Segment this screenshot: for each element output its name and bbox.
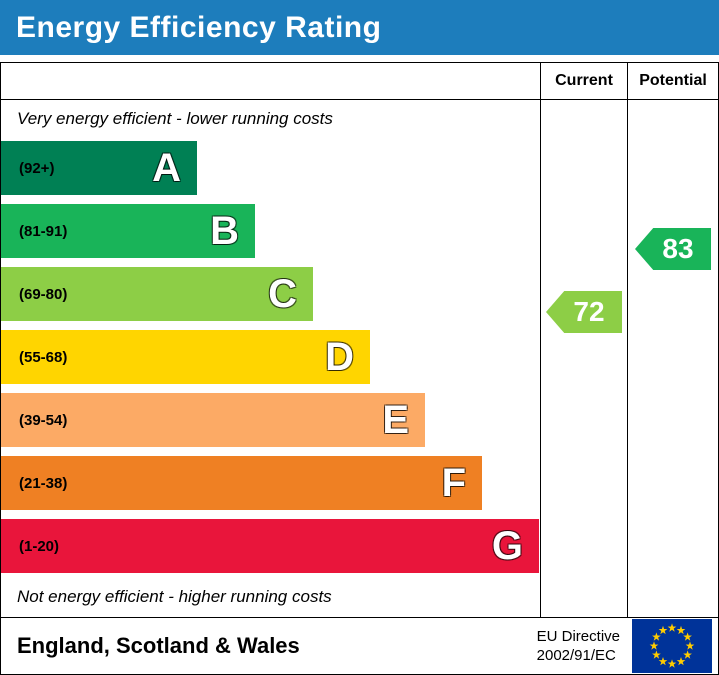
eu-flag-icon (632, 619, 712, 673)
band-row-A: (92+) A (1, 141, 197, 195)
eu-flag-star (649, 641, 659, 650)
band-letter: F (441, 461, 466, 505)
title-bar: Energy Efficiency Rating (0, 0, 719, 55)
eu-flag-star (667, 623, 677, 632)
band-letter: A (152, 146, 181, 190)
eu-directive-line1: EU Directive (536, 627, 620, 645)
eu-flag-star (658, 625, 668, 635)
band-row-D: (55-68) D (1, 330, 370, 384)
eu-flag-star (676, 656, 686, 666)
footer-bar: England, Scotland & Wales EU Directive 2… (0, 618, 719, 675)
note-not-efficient: Not energy efficient - higher running co… (17, 587, 332, 606)
band-letter: C (268, 272, 297, 316)
band-range: (81-91) (19, 222, 68, 240)
energy-rating-chart: Current Potential Very energy efficient … (0, 62, 719, 618)
band-range: (21-38) (19, 474, 68, 492)
band-row-G: (1-20) G (1, 519, 539, 573)
potential-rating-arrow: 83 (635, 228, 711, 270)
band-letter: D (325, 335, 354, 379)
band-range: (39-54) (19, 411, 68, 429)
band-range: (55-68) (19, 348, 68, 366)
eu-flag-star (652, 650, 661, 659)
eu-flag-star (683, 650, 692, 659)
note-very-efficient: Very energy efficient - lower running co… (17, 109, 333, 128)
band-row-B: (81-91) B (1, 204, 255, 258)
band-row-C: (69-80) C (1, 267, 313, 321)
eu-flag-star (667, 659, 677, 668)
region-label: England, Scotland & Wales (17, 633, 300, 658)
band-row-E: (39-54) E (1, 393, 425, 447)
band-range: (92+) (19, 159, 55, 177)
eu-directive-line2: 2002/91/EC (536, 647, 616, 664)
band-range: (69-80) (19, 285, 68, 303)
current-rating-arrow: 72 (546, 291, 622, 333)
footer-right-group: EU Directive 2002/91/EC (537, 619, 718, 673)
band-row-F: (21-38) F (1, 456, 482, 510)
eu-flag-star (685, 641, 695, 650)
band-range: (1-20) (19, 537, 60, 555)
column-header-row (1, 63, 718, 100)
current-column-header: Current (555, 72, 613, 89)
potential-column-header: Potential (639, 72, 707, 89)
eu-flag-star (658, 656, 668, 666)
eu-flag-star (683, 632, 692, 641)
eu-directive-label: EU Directive 2002/91/EC (537, 627, 620, 666)
eu-flag-star (652, 632, 661, 641)
potential-column-divider (627, 63, 628, 617)
band-letter: G (491, 524, 523, 568)
page-title: Energy Efficiency Rating (16, 10, 382, 44)
eu-flag-star (676, 625, 686, 635)
band-letter: E (382, 398, 409, 442)
band-letter: B (210, 209, 239, 253)
current-column-divider (540, 63, 541, 617)
rating-bands: (92+) A (81-91) B (69-80) C (55-68) D (39-54) E (2… (1, 141, 539, 582)
